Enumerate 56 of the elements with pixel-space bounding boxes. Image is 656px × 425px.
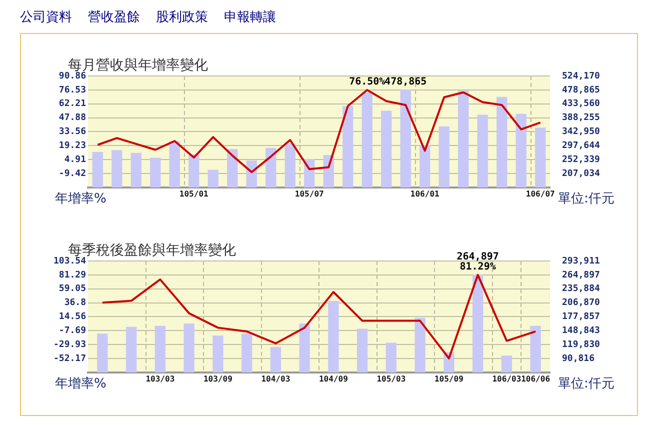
x-tick-label: 106/01: [410, 189, 440, 198]
y2-tick-label: 207,034: [562, 168, 601, 179]
text: 公司資料: [20, 10, 72, 25]
y-tick-label: 14.56: [58, 312, 86, 322]
y-axis-title: 年增率%: [55, 375, 106, 392]
y-tick-label: -7.69: [58, 326, 86, 336]
y2-tick-label: 90,816: [562, 354, 595, 364]
y-axis-title: 年增率%: [55, 190, 106, 206]
x-tick-label: 106/03: [492, 374, 522, 384]
y-tick-label: 47.88: [58, 113, 86, 124]
data-label: 76.50%: [349, 76, 386, 88]
y2-tick-label: 297,644: [562, 140, 601, 151]
y2-axis-title: 單位:仟元: [558, 191, 614, 206]
x-tick-label: 105/01: [179, 189, 209, 198]
y-tick-label: 33.56: [58, 127, 86, 138]
data-label: 81.29%: [460, 262, 496, 273]
text: 股利政策: [156, 10, 208, 25]
y2-tick-label: 264,897: [562, 270, 600, 280]
y-tick-label: 62.21: [58, 99, 86, 110]
y2-tick-label: 524,170: [562, 71, 600, 82]
y-tick-label: 76.53: [58, 85, 86, 96]
data-label: 264,897: [456, 252, 499, 263]
y2-tick-label: 293,911: [562, 256, 600, 266]
y-tick-label: 81.29: [58, 270, 86, 280]
y2-tick-label: 388,255: [562, 113, 600, 124]
y-tick-label: 103.54: [53, 256, 87, 266]
y-tick-label: 90.86: [58, 71, 86, 82]
y2-tick-label: 433,560: [562, 99, 600, 110]
x-tick-label: 104/09: [318, 374, 348, 384]
y-tick-label: 36.8: [64, 298, 86, 308]
x-tick-label: 103/03: [146, 374, 175, 384]
y2-tick-label: 342,950: [562, 127, 600, 138]
y2-axis-title: 單位:仟元: [558, 376, 614, 392]
y2-tick-label: 177,857: [562, 312, 600, 322]
y-tick-label: -9.42: [58, 168, 86, 179]
text: 營收盈餘: [88, 10, 140, 25]
y2-tick-label: 252,339: [562, 154, 600, 165]
y-tick-label: -52.17: [53, 354, 86, 364]
x-tick-label: 106/07: [526, 189, 556, 198]
y2-tick-label: 206,870: [562, 298, 600, 308]
x-tick-label: 105/03: [376, 374, 406, 384]
y2-tick-label: 478,865: [562, 85, 600, 96]
x-tick-label: 105/07: [294, 189, 324, 198]
y2-tick-label: 235,884: [562, 284, 601, 294]
x-tick-label: 103/09: [203, 374, 233, 384]
x-tick-label: 106/06: [521, 374, 550, 384]
x-tick-label: 104/03: [261, 374, 290, 384]
y2-tick-label: 119,830: [562, 340, 600, 350]
y-tick-label: -29.93: [53, 340, 86, 350]
y-tick-label: 19.23: [58, 140, 86, 151]
y-tick-label: 4.91: [64, 154, 86, 165]
y2-tick-label: 148,843: [562, 326, 600, 336]
x-tick-label: 105/09: [434, 374, 464, 384]
text: 申報轉讓: [224, 10, 276, 25]
data-label: 478,865: [384, 76, 427, 88]
y-tick-label: 59.05: [58, 284, 86, 294]
